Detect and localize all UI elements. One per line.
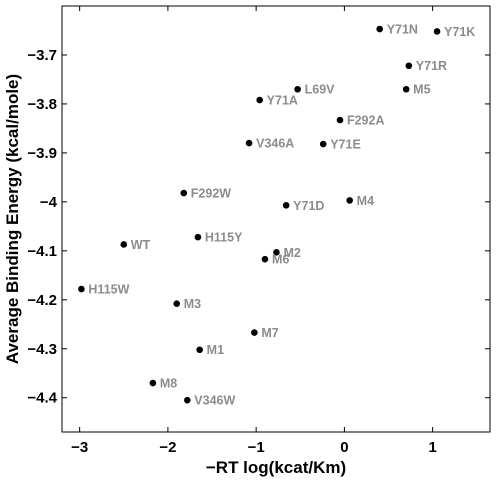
point-label: L69V <box>305 83 336 97</box>
point-label: M4 <box>357 194 374 208</box>
point-label: H115Y <box>205 231 243 245</box>
data-point <box>251 329 258 336</box>
data-point <box>196 346 203 354</box>
y-tick-label: −4.4 <box>27 390 57 407</box>
y-tick-label: −4.1 <box>27 243 57 260</box>
data-point <box>180 189 188 197</box>
point-label: H115W <box>88 283 129 297</box>
point-label: Y71K <box>444 25 475 39</box>
point-label: F292A <box>347 114 385 128</box>
plot-area <box>61 5 491 433</box>
data-point <box>282 201 290 209</box>
data-point <box>256 96 263 104</box>
data-point <box>194 233 202 241</box>
y-tick-label: −3.8 <box>27 96 57 113</box>
y-tick-label: −4 <box>40 194 58 211</box>
x-tick-label: −1 <box>248 439 265 456</box>
point-label: M2 <box>283 246 300 260</box>
x-tick-label: 0 <box>340 439 348 456</box>
data-point <box>245 139 253 147</box>
x-axis: −3 −2 −1 0 1 <box>71 6 437 456</box>
data-point <box>184 396 191 404</box>
point-label: M3 <box>184 297 201 311</box>
data-point <box>402 85 410 93</box>
point-label: Y71N <box>387 23 418 37</box>
point-label: Y71A <box>267 94 298 108</box>
data-point <box>433 28 441 35</box>
y-tick-label: −3.9 <box>27 145 57 162</box>
point-label: Y71R <box>416 59 447 73</box>
data-point <box>376 25 383 33</box>
point-label: M6 <box>272 253 289 267</box>
point-label: V346A <box>256 137 294 151</box>
point-label: F292W <box>191 187 231 201</box>
data-point <box>78 285 85 293</box>
point-label: Y71E <box>330 138 361 152</box>
data-point <box>336 116 344 124</box>
y-axis: −3.7 −3.8 −3.9 −4 −4.1 −4.2 −4.3 −4.4 <box>27 47 490 407</box>
point-label: M1 <box>207 343 224 357</box>
point-label: WT <box>131 238 151 252</box>
data-points: Y71N Y71K Y71R L69V M5 Y71A F292A V346A Y71E F292… <box>78 23 475 408</box>
point-label: M7 <box>261 326 278 340</box>
data-point <box>273 248 280 256</box>
point-label: Y71D <box>293 199 324 213</box>
data-point <box>261 255 269 263</box>
point-label: M5 <box>413 83 430 97</box>
y-axis-title: Average Binding Energy (kcal/mole) <box>3 74 22 364</box>
data-point <box>346 197 353 204</box>
x-tick-label: −3 <box>71 439 88 456</box>
data-point <box>405 62 413 70</box>
x-tick-label: −2 <box>159 439 176 456</box>
point-label: V346W <box>194 394 235 408</box>
point-label: M8 <box>160 377 177 391</box>
x-axis-title: −RT log(kcat/Km) <box>206 458 346 477</box>
data-point <box>149 379 157 387</box>
y-tick-label: −4.2 <box>27 292 57 309</box>
data-point <box>319 140 327 148</box>
y-tick-label: −4.3 <box>27 341 57 358</box>
data-point <box>173 300 181 308</box>
data-point <box>294 85 301 93</box>
y-tick-label: −3.7 <box>27 47 57 64</box>
data-point <box>120 241 128 248</box>
x-tick-label: 1 <box>428 439 436 456</box>
